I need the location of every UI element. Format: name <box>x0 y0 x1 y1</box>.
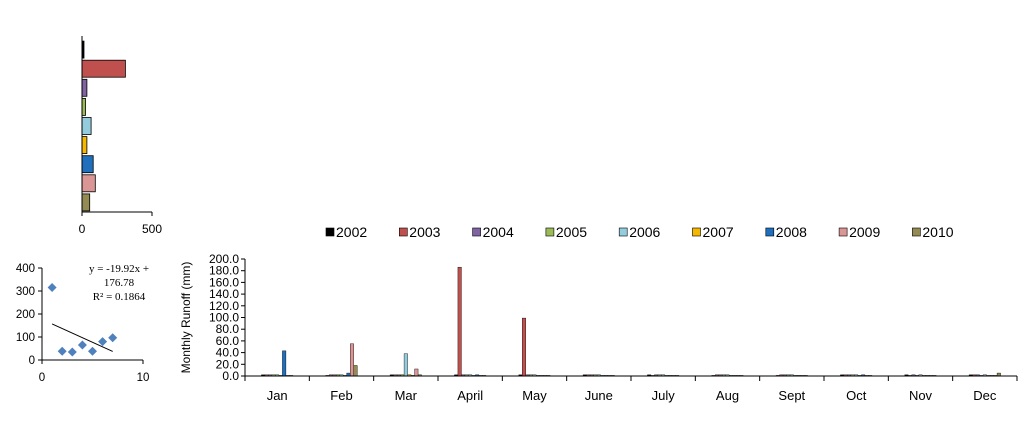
main-y-tick-label: 160.0 <box>209 275 239 289</box>
hbar-2009 <box>81 174 96 193</box>
scatter-point <box>47 283 57 293</box>
bar-2003-May <box>522 317 526 377</box>
legend-label-2002: 2002 <box>336 224 367 240</box>
main-y-tick-label: 100.0 <box>209 311 239 325</box>
scatter-point <box>67 347 77 357</box>
scatter-y-tick-label: 300 <box>16 286 35 298</box>
main-y-tick-label: 120.0 <box>209 299 239 313</box>
legend-swatch-2006 <box>618 227 628 237</box>
scatter-point <box>77 340 87 350</box>
scatter-point <box>57 346 67 356</box>
hbar-x-tick-label: 0 <box>79 222 86 236</box>
scatter-x-tick-label: 0 <box>39 372 45 384</box>
main-y-tick-label: 60.0 <box>216 334 240 348</box>
scatter-y-tick-label: 100 <box>16 332 35 344</box>
month-label: Feb <box>330 388 352 403</box>
bar-2009-Feb <box>350 343 354 377</box>
legend-label-2007: 2007 <box>703 224 734 240</box>
legend-swatch-2008 <box>765 227 775 237</box>
main-y-tick-label: 200.0 <box>209 252 239 266</box>
bar-2009-Mar <box>414 368 419 377</box>
scatter-y-tick-label: 0 <box>29 355 35 367</box>
trendline-equation-line2: 176.78 <box>104 277 135 289</box>
month-label: May <box>522 388 547 403</box>
main-y-axis-label: Monthly Runoff (mm) <box>179 262 193 374</box>
scatter-trendline <box>51 323 113 352</box>
legend-swatch-2003 <box>398 227 408 237</box>
legend-label-2004: 2004 <box>483 224 514 240</box>
month-label: Mar <box>395 388 418 403</box>
legend-label-2005: 2005 <box>556 224 587 240</box>
legend-label-2009: 2009 <box>849 224 880 240</box>
legend-label-2006: 2006 <box>629 224 660 240</box>
bar-2008-Jan <box>282 350 287 377</box>
bar-2003-April <box>457 266 462 377</box>
month-label: April <box>457 388 483 403</box>
hbar-2006 <box>81 117 92 135</box>
main-y-tick-label: 0.0 <box>222 369 239 383</box>
main-y-tick-label: 80.0 <box>216 322 240 336</box>
trendline-r-squared: R² = 0.1864 <box>93 291 146 303</box>
legend-label-2010: 2010 <box>922 224 953 240</box>
legend-swatch-2002 <box>325 227 335 237</box>
month-label: June <box>585 388 613 403</box>
legend-swatch-2007 <box>692 227 701 237</box>
hbar-2010 <box>81 193 91 212</box>
legend-swatch-2005 <box>545 227 555 237</box>
hbar-2003 <box>81 59 126 78</box>
main-y-tick-label: 180.0 <box>209 264 239 278</box>
scatter-x-tick-label: 10 <box>137 372 150 384</box>
legend-swatch-2004 <box>472 227 481 237</box>
main-y-tick-label: 20.0 <box>216 357 240 371</box>
hbar-2005 <box>81 98 86 116</box>
month-label: Sept <box>778 388 805 403</box>
trendline-equation-line1: y = -19.92x + <box>89 263 149 275</box>
hbar-x-tick-label: 500 <box>142 222 162 236</box>
bar-2006-Mar <box>403 353 408 377</box>
month-label: Oct <box>846 388 867 403</box>
scatter-point <box>88 346 97 356</box>
month-label: Jan <box>267 388 288 403</box>
month-label: Nov <box>909 388 933 403</box>
scatter-point <box>108 333 118 343</box>
legend-label-2003: 2003 <box>409 224 440 240</box>
month-label: Aug <box>716 388 739 403</box>
hbar-2008 <box>81 155 94 174</box>
scatter-y-tick-label: 200 <box>16 309 35 321</box>
annual-total-bar-chart: 0 500 <box>79 36 162 236</box>
hbar-2007 <box>81 136 88 155</box>
legend-swatch-2009 <box>838 227 848 237</box>
chart-legend: 2002 2003 2004 2005 2006 2007 2008 2009 2010 <box>325 224 954 240</box>
legend-swatch-2010 <box>912 227 921 237</box>
legend-label-2008: 2008 <box>776 224 807 240</box>
bar-2010-Feb <box>353 365 358 377</box>
month-label: July <box>652 388 676 403</box>
main-y-tick-label: 140.0 <box>209 287 239 301</box>
scatter-point <box>98 337 108 347</box>
trend-scatter-plot: 0 100 200 300 400 0 10 y = -19.92x + 176.78 R² = … <box>16 263 150 384</box>
scatter-y-tick-label: 400 <box>16 263 35 275</box>
hbar-2004 <box>81 78 88 97</box>
main-y-tick-label: 40.0 <box>216 346 240 360</box>
month-label: Dec <box>973 388 997 403</box>
monthly-runoff-bar-chart: 0.020.040.060.080.0100.0120.0140.0160.01… <box>179 252 1018 403</box>
